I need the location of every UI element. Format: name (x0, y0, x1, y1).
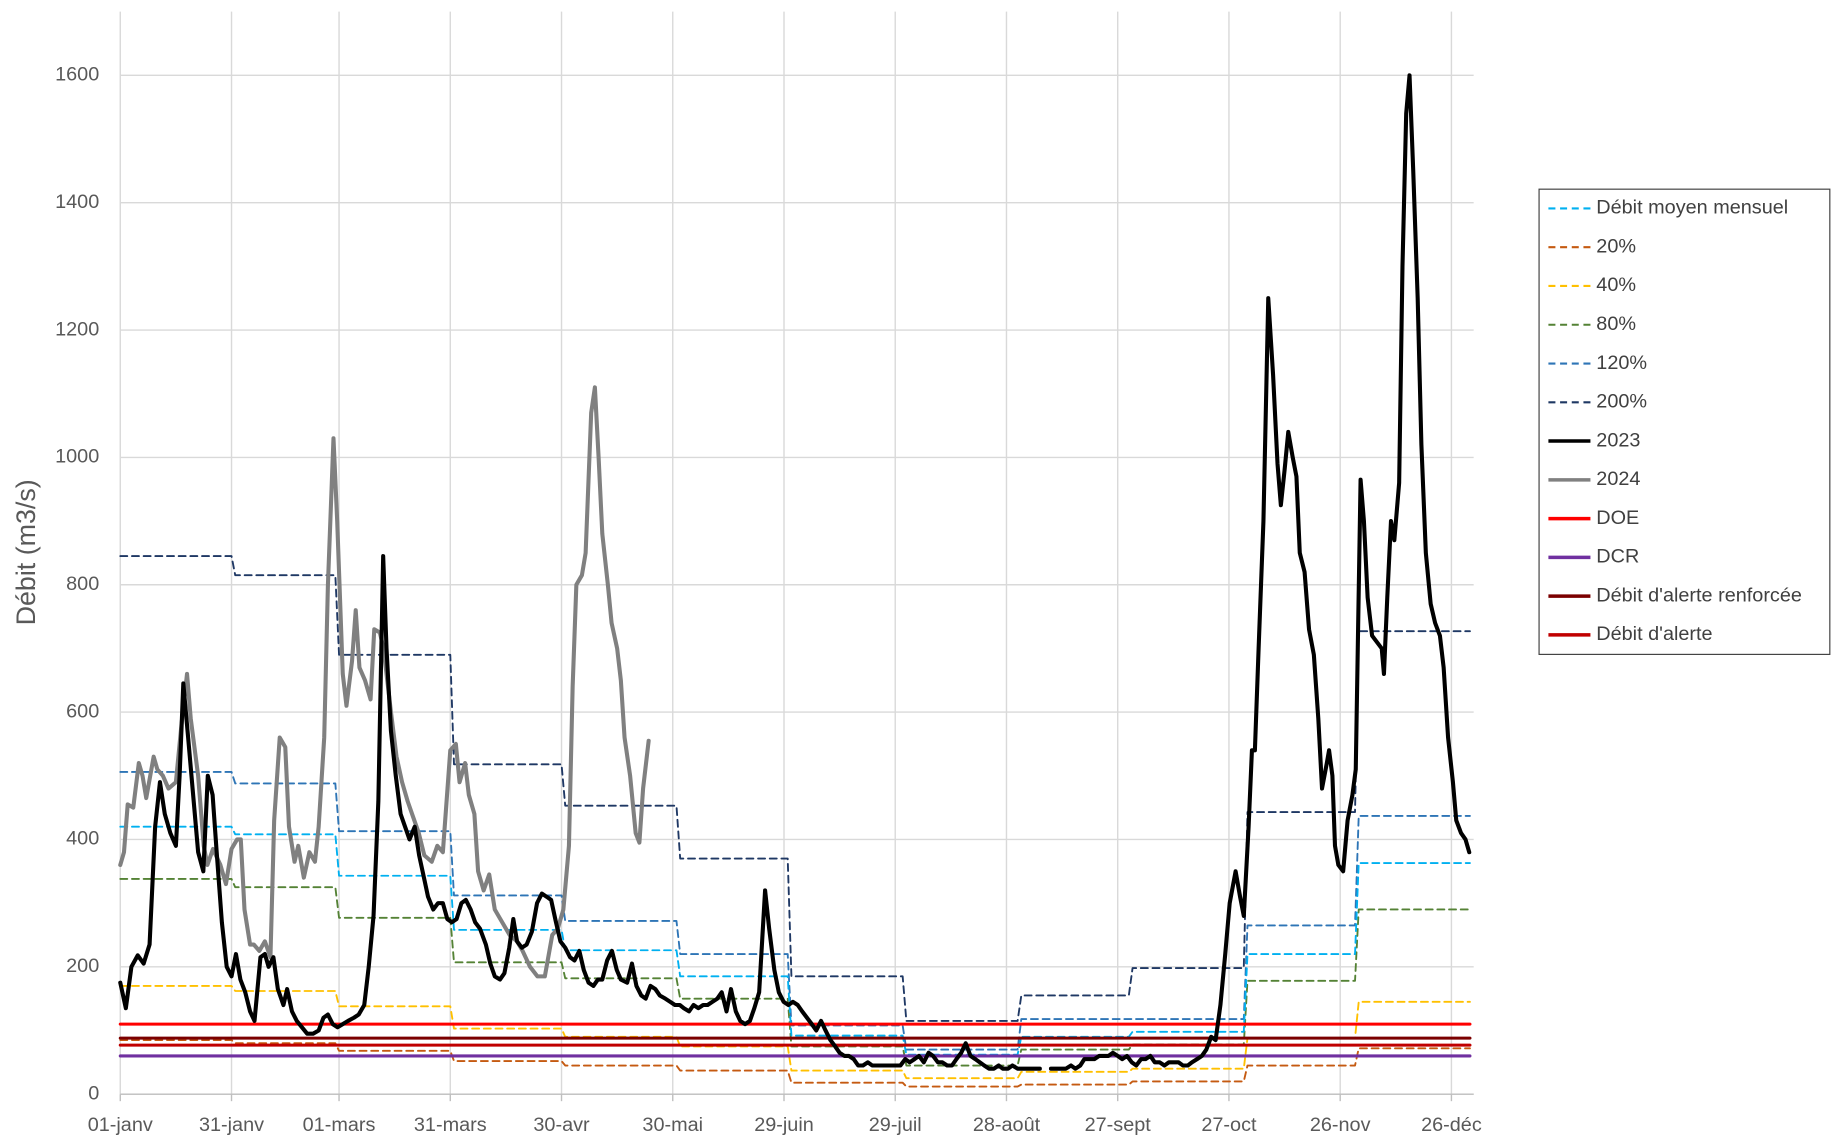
x-tick-label: 26-déc (1421, 1114, 1482, 1136)
x-tick-label: 30-avr (533, 1114, 590, 1136)
y-tick-label: 0 (88, 1082, 99, 1104)
legend-label: DCR (1596, 546, 1639, 568)
series-line (119, 771, 1471, 1051)
legend-label: Débit moyen mensuel (1596, 197, 1788, 219)
x-tick-label: 01-janv (88, 1114, 153, 1136)
series-line (119, 984, 1471, 1080)
legend-label: 2024 (1596, 468, 1640, 490)
x-tick-label: 29-juin (754, 1114, 814, 1136)
x-tick-label: 31-mars (414, 1114, 487, 1136)
legend-label: 2023 (1596, 429, 1640, 451)
y-tick-label: 600 (66, 700, 99, 722)
x-tick-label: 29-juil (869, 1114, 922, 1136)
y-tick-label: 1400 (55, 191, 99, 213)
y-tick-label: 1200 (55, 318, 99, 340)
series-line (119, 555, 1471, 1022)
legend-label: Débit d'alerte renforcée (1596, 584, 1802, 606)
x-tick-label: 30-mai (642, 1114, 703, 1136)
legend-label: 40% (1596, 274, 1636, 296)
series-line (118, 385, 651, 979)
x-tick-label: 31-janv (199, 1114, 264, 1136)
series-line (118, 554, 1042, 1071)
legend-label: 120% (1596, 352, 1647, 374)
legend-label: DOE (1596, 507, 1639, 529)
x-tick-label: 28-août (973, 1114, 1041, 1136)
y-tick-label: 1600 (55, 64, 99, 86)
y-tick-label: 200 (66, 955, 99, 977)
y-tick-label: 1000 (55, 446, 99, 468)
x-tick-label: 01-mars (303, 1114, 376, 1136)
series-line (1048, 73, 1472, 1071)
x-tick-label: 27-sept (1085, 1114, 1152, 1136)
y-axis-title: Débit (m3/s) (11, 479, 41, 625)
legend-label: 80% (1596, 313, 1636, 335)
x-tick-label: 27-oct (1201, 1114, 1257, 1136)
legend-box (1538, 188, 1831, 655)
y-tick-label: 800 (66, 573, 99, 595)
legend: Débit moyen mensuel 20% 40% 80% 120% 200% 2023… (1538, 188, 1831, 655)
x-tick-label: 26-nov (1310, 1114, 1371, 1136)
legend-label: 200% (1596, 391, 1647, 413)
legend-label: Débit d'alerte (1596, 623, 1712, 645)
legend-label: 20% (1596, 235, 1636, 257)
series-line (119, 1039, 1471, 1088)
y-tick-label: 400 (66, 828, 99, 850)
series-line (119, 878, 1471, 1067)
